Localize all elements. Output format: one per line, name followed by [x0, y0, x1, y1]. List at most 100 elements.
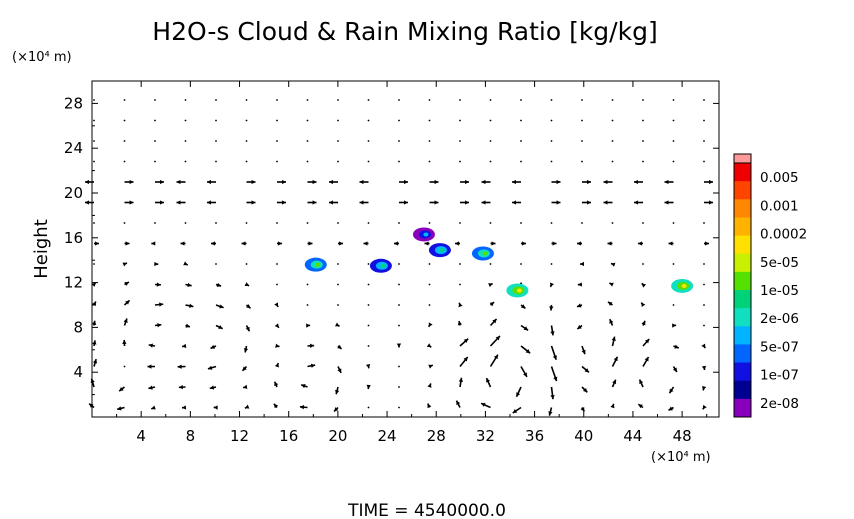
wind-vector — [154, 99, 156, 101]
wind-vector — [703, 324, 705, 327]
wind-vector — [337, 99, 339, 101]
wind-vector — [337, 119, 339, 122]
wind-vector — [550, 263, 553, 265]
wind-vector-head — [495, 335, 500, 341]
wind-vector-head — [156, 282, 161, 287]
wind-vector-head — [299, 405, 305, 410]
wind-vector — [642, 99, 644, 101]
wind-vector — [154, 140, 156, 142]
wind-vector-head — [92, 359, 98, 364]
wind-vector-head — [334, 322, 340, 327]
wind-vector-head — [587, 179, 591, 185]
wind-vector — [611, 160, 614, 163]
wind-vector — [337, 263, 339, 265]
wind-vector-head — [178, 384, 183, 390]
wind-vector — [672, 304, 675, 306]
wind-vector-head — [603, 200, 608, 205]
colorbar-swatch — [734, 326, 751, 345]
wind-vector — [703, 99, 705, 101]
wind-vector — [154, 160, 156, 163]
wind-vector — [93, 222, 95, 224]
cloud-features — [304, 227, 694, 298]
wind-vector-head — [458, 302, 463, 308]
colorbar-label: 5e-07 — [760, 339, 799, 355]
wind-vector — [642, 119, 644, 122]
wind-vector — [184, 119, 187, 122]
wind-vector — [459, 140, 461, 142]
wind-vector — [611, 119, 614, 122]
x-tick-label: 4 — [136, 427, 146, 445]
wind-vector — [184, 160, 187, 163]
wind-vector-head — [122, 339, 127, 344]
wind-vector-head — [359, 179, 364, 185]
wind-vector-head — [207, 200, 211, 205]
wind-vector-head — [577, 324, 582, 330]
wind-vector — [611, 222, 614, 224]
wind-vector-head — [427, 403, 432, 409]
wind-vector-head — [465, 200, 469, 205]
wind-vector — [428, 140, 431, 142]
wind-vector — [367, 304, 370, 306]
x-tick-label: 28 — [427, 427, 446, 445]
wind-vector-head — [129, 179, 134, 185]
wind-vector-head — [607, 241, 612, 246]
wind-vector — [703, 140, 705, 142]
wind-vector-head — [610, 262, 616, 267]
wind-vector — [520, 99, 522, 101]
cloud-feature-core — [380, 263, 386, 268]
colorbar-swatch — [734, 362, 751, 382]
wind-vector-head — [581, 349, 586, 355]
colorbar-label: 0.0002 — [760, 227, 807, 243]
wind-vector-head — [251, 179, 256, 185]
wind-vector — [398, 386, 400, 388]
wind-vector — [520, 160, 522, 163]
wind-vector-head — [609, 319, 614, 324]
wind-vector-head — [147, 364, 152, 369]
wind-vector-head — [310, 363, 316, 368]
wind-vector — [459, 99, 461, 101]
time-label: TIME = 4540000.0 — [347, 501, 506, 519]
wind-vector — [93, 160, 95, 163]
wind-vector — [367, 160, 370, 163]
wind-vector — [672, 119, 675, 122]
wind-vector — [123, 365, 126, 368]
wind-vector-head — [273, 403, 279, 409]
wind-vector-head — [301, 384, 306, 389]
wind-vector-head — [428, 364, 433, 369]
wind-vector-head — [183, 261, 188, 266]
wind-vector-head — [394, 241, 398, 246]
wind-vector-head — [638, 241, 642, 246]
wind-vector — [93, 263, 95, 265]
wind-vector — [398, 140, 400, 142]
wind-vector-head — [251, 200, 256, 205]
wind-vector — [489, 99, 492, 101]
wind-vector — [428, 304, 431, 306]
wind-vector — [672, 160, 675, 163]
wind-vector-field — [85, 99, 713, 416]
wind-vector-head — [95, 241, 99, 246]
wind-vector-head — [587, 200, 591, 205]
wind-vector — [642, 263, 644, 265]
wind-vector-head — [672, 367, 677, 373]
wind-vector-head — [243, 348, 249, 353]
wind-vector — [276, 140, 278, 142]
y-tick-label: 8 — [73, 318, 83, 336]
wind-vector-head — [282, 179, 286, 185]
wind-vector — [306, 283, 309, 286]
y-unit-label: (×10⁴ m) — [12, 50, 72, 65]
y-tick-label: 28 — [64, 94, 83, 112]
wind-vector — [306, 140, 309, 142]
wind-vector-head — [157, 323, 162, 328]
wind-vector — [703, 283, 705, 286]
wind-vector-head — [275, 343, 280, 348]
wind-vector-head — [177, 364, 182, 369]
colorbar: 0.005 0.001 0.0002 5e-05 1e-05 2e-06 5e-07 1e-0… — [733, 153, 807, 418]
wind-vector-head — [363, 241, 368, 246]
x-tick-label: 8 — [186, 427, 196, 445]
wind-vector-head — [522, 241, 526, 246]
wind-vector — [398, 324, 400, 327]
wind-vector — [489, 119, 492, 122]
wind-vector — [581, 99, 583, 101]
wind-vector — [398, 222, 400, 224]
wind-vector — [245, 140, 248, 142]
